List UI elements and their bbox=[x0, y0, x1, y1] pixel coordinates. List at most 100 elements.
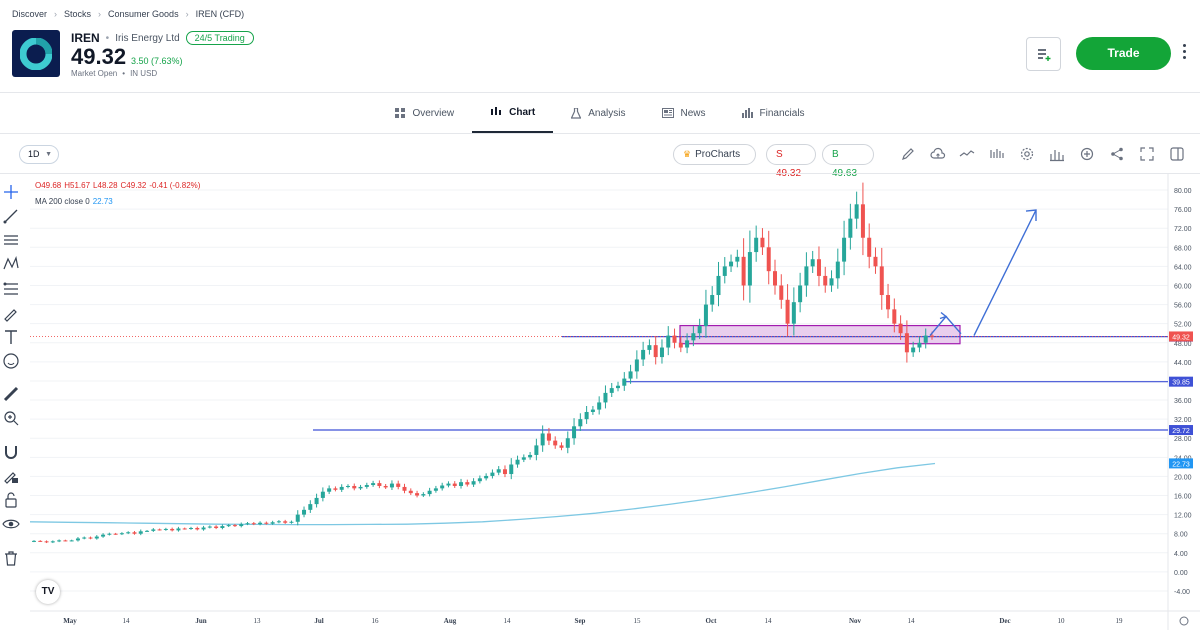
x-tick-label: Jul bbox=[314, 617, 323, 625]
candle-body bbox=[917, 342, 922, 348]
procharts-label: ProCharts bbox=[695, 149, 741, 160]
sidebar-toggle-icon[interactable] bbox=[1169, 146, 1185, 162]
sell-price-button[interactable]: S 49.32 bbox=[766, 144, 816, 179]
candle-body bbox=[634, 359, 639, 372]
emoji-icon[interactable] bbox=[2, 352, 20, 370]
candle-body bbox=[421, 494, 426, 496]
candle-body bbox=[113, 533, 118, 535]
trash-icon[interactable] bbox=[2, 549, 20, 567]
candle-body bbox=[283, 521, 288, 523]
pencil-icon[interactable] bbox=[900, 146, 916, 162]
candle-body bbox=[628, 371, 633, 379]
candle-body bbox=[816, 259, 821, 276]
candle-body bbox=[565, 438, 570, 448]
fib-icon[interactable] bbox=[2, 280, 20, 298]
timeframe-value: 1D bbox=[28, 149, 40, 159]
magnet-icon[interactable] bbox=[2, 443, 20, 461]
candle-body bbox=[773, 271, 778, 286]
tab-news[interactable]: News bbox=[644, 93, 724, 133]
candle-body bbox=[879, 266, 884, 296]
candle-body bbox=[452, 483, 457, 486]
ruler-icon[interactable] bbox=[2, 385, 20, 403]
timeframe-select[interactable]: 1D ▼ bbox=[19, 145, 59, 164]
candle-body bbox=[195, 527, 200, 530]
buy-price-button[interactable]: B 49.63 bbox=[822, 144, 874, 179]
x-tick-label: Sep bbox=[575, 617, 586, 625]
lock-drawing-icon[interactable] bbox=[2, 467, 20, 485]
candle-body bbox=[408, 490, 413, 494]
x-tick-label: 14 bbox=[765, 617, 773, 625]
candle-body bbox=[188, 527, 193, 529]
candle-body bbox=[63, 540, 68, 542]
candle-body bbox=[892, 309, 897, 324]
fullscreen-icon[interactable] bbox=[1139, 146, 1155, 162]
x-tick-label: 14 bbox=[123, 617, 131, 625]
share-icon[interactable] bbox=[1109, 146, 1125, 162]
price-chart[interactable]: 80.00 76.00 72.00 68.00 64.00 60.00 56.00 52.00… bbox=[0, 174, 1200, 630]
candle-body bbox=[502, 469, 507, 475]
candle-body bbox=[207, 526, 212, 528]
candle-body bbox=[622, 378, 627, 386]
more-options-icon[interactable] bbox=[1183, 44, 1187, 62]
lock-icon[interactable] bbox=[2, 491, 20, 509]
add-circle-icon[interactable] bbox=[1079, 146, 1095, 162]
breadcrumb-discover[interactable]: Discover bbox=[12, 9, 48, 19]
candle-body bbox=[860, 204, 865, 238]
candle-body bbox=[477, 478, 482, 482]
trend-line-icon[interactable] bbox=[2, 207, 20, 225]
candle-body bbox=[396, 483, 401, 487]
candle-body bbox=[258, 522, 263, 525]
text-icon[interactable] bbox=[2, 328, 20, 346]
brush-icon[interactable] bbox=[2, 304, 20, 322]
add-to-watchlist-button[interactable] bbox=[1026, 37, 1061, 71]
x-tick-label: Aug bbox=[444, 617, 457, 625]
candle-body bbox=[904, 333, 909, 353]
instrument-logo bbox=[12, 30, 60, 77]
candle-body bbox=[553, 440, 558, 446]
eye-icon[interactable] bbox=[2, 515, 20, 533]
trade-button[interactable]: Trade bbox=[1076, 37, 1171, 70]
tab-analysis[interactable]: Analysis bbox=[553, 93, 643, 133]
crosshair-icon[interactable] bbox=[2, 183, 20, 201]
candle-body bbox=[703, 304, 708, 327]
candle-body bbox=[603, 392, 608, 403]
ma-price-tag bbox=[1169, 458, 1193, 469]
indicators-icon[interactable] bbox=[989, 146, 1005, 162]
candle-body bbox=[559, 445, 564, 448]
pattern-icon[interactable] bbox=[2, 255, 20, 273]
ma-legend[interactable]: MA 200 close 0 22.73 bbox=[35, 197, 113, 206]
candle-body bbox=[358, 486, 363, 489]
y-tick-label: 32.00 bbox=[1174, 417, 1192, 424]
procharts-button[interactable]: ♛ ProCharts bbox=[673, 144, 756, 165]
gear-icon[interactable] bbox=[1019, 146, 1035, 162]
chart-container[interactable]: 80.00 76.00 72.00 68.00 64.00 60.00 56.00 52.00… bbox=[0, 173, 1200, 630]
y-tick-label: 56.00 bbox=[1174, 303, 1192, 310]
chevron-right-icon: › bbox=[185, 9, 189, 19]
separator-dot: • bbox=[122, 69, 126, 78]
candle-body bbox=[327, 488, 332, 492]
tab-financials[interactable]: Financials bbox=[724, 93, 823, 133]
projection-arrow-large bbox=[973, 209, 1037, 336]
tab-overview[interactable]: Overview bbox=[377, 93, 472, 133]
candle-body bbox=[886, 295, 891, 310]
zoom-in-icon[interactable] bbox=[2, 409, 20, 427]
candle-body bbox=[163, 528, 168, 530]
high-value: H51.67 bbox=[64, 181, 91, 190]
breadcrumb-stocks[interactable]: Stocks bbox=[64, 9, 92, 19]
tradingview-logo[interactable]: TV bbox=[36, 580, 60, 604]
candle-body bbox=[126, 532, 131, 534]
chevron-right-icon: › bbox=[98, 9, 102, 19]
line-chart-icon[interactable] bbox=[959, 146, 975, 162]
candle-body bbox=[239, 524, 244, 527]
parallel-lines-icon[interactable] bbox=[2, 231, 20, 249]
cloud-upload-icon[interactable] bbox=[930, 146, 946, 162]
tab-analysis-label: Analysis bbox=[588, 107, 626, 119]
candle-body bbox=[88, 537, 93, 539]
bar-chart-icon[interactable] bbox=[1049, 146, 1065, 162]
ohlc-legend: O49.68 H51.67 L48.28 C49.32 -0.41 (-0.82… bbox=[35, 181, 200, 190]
tab-chart[interactable]: Chart bbox=[472, 93, 554, 133]
low-value: L48.28 bbox=[93, 181, 118, 190]
breadcrumb-consumer-goods[interactable]: Consumer Goods bbox=[108, 9, 179, 19]
ma-200-line bbox=[29, 462, 936, 526]
arrow-head bbox=[1025, 209, 1037, 222]
